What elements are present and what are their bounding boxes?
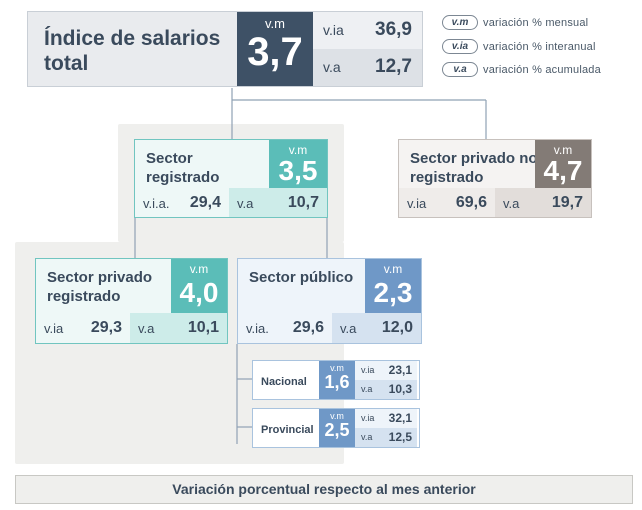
sector-registrado-box: Sector registrado v.m 3,5 v.i.a. 29,4 v.…	[134, 139, 328, 218]
sector-registrado-va-cell: v.a 10,7	[229, 188, 327, 217]
va-value: 12,5	[388, 430, 412, 444]
via-label: v.ia	[44, 321, 64, 336]
nacional-title: Nacional	[261, 376, 307, 388]
va-label: v.a	[138, 321, 155, 336]
sector-no-registrado-vm-cell: v.m 4,7	[535, 140, 591, 188]
via-label: v.ia.	[246, 321, 269, 336]
legend-abbr: v.a	[442, 62, 478, 77]
provincial-title: Provincial	[261, 424, 314, 436]
legend-item-va: v.a variación % acumulada	[442, 62, 642, 78]
legend-item-vm: v.m variación % mensual	[442, 15, 642, 31]
sector-publico-va-cell: v.a 12,0	[332, 313, 421, 343]
total-via-label: v.ia	[323, 22, 344, 38]
sector-publico-via-cell: v.ia. 29,6	[238, 313, 332, 343]
via-label: v.i.a.	[143, 196, 170, 211]
sector-registrado-title: Sector registrado	[146, 150, 220, 186]
va-value: 12,0	[381, 319, 413, 336]
via-value: 32,1	[388, 411, 412, 425]
sector-no-registrado-va-cell: v.a 19,7	[495, 188, 591, 217]
legend-abbr: v.m	[442, 15, 478, 30]
provincial-vm-cell: v.m 2,5	[319, 409, 355, 447]
total-vm-value: 3,7	[247, 30, 303, 74]
vm-label: v.m	[330, 411, 344, 421]
total-index-box: Índice de salarios total v.m 3,7 v.ia 36…	[27, 11, 423, 87]
sector-publico-vm-cell: v.m 2,3	[365, 259, 421, 313]
sector-registrado-via-cell: v.i.a. 29,4	[135, 188, 229, 217]
vm-value: 3,5	[278, 155, 318, 186]
nacional-va-cell: v.a 10,3	[355, 380, 417, 399]
via-label: v.ia	[407, 196, 427, 211]
vm-label: v.m	[189, 262, 209, 276]
total-va-label: v.a	[323, 59, 341, 75]
via-value: 23,1	[388, 363, 412, 377]
va-label: v.a	[361, 432, 373, 442]
total-vm-label: v.m	[265, 16, 285, 31]
vm-value: 4,7	[543, 155, 583, 186]
sector-privado-registrado-va-cell: v.a 10,1	[130, 313, 227, 343]
legend-item-via: v.ia variación % interanual	[442, 39, 642, 55]
via-value: 29,3	[90, 319, 122, 336]
sector-no-registrado-via-cell: v.ia 69,6	[399, 188, 495, 217]
nacional-vm-cell: v.m 1,6	[319, 361, 355, 399]
legend-text: variación % interanual	[483, 40, 596, 53]
sector-publico-box: Sector público v.m 2,3 v.ia. 29,6 v.a 12…	[237, 258, 422, 344]
sector-privado-registrado-box: Sector privado registrado v.m 4,0 v.ia 2…	[35, 258, 228, 344]
sector-privado-registrado-vm-cell: v.m 4,0	[171, 259, 227, 313]
footer-note: Variación porcentual respecto al mes ant…	[15, 475, 633, 504]
provincial-via-cell: v.ia 32,1	[355, 409, 417, 428]
provincial-va-cell: v.a 12,5	[355, 428, 417, 447]
nacional-box: Nacional v.m 1,6 v.ia 23,1 v.a 10,3	[252, 360, 420, 400]
va-label: v.a	[503, 196, 520, 211]
va-value: 19,7	[551, 194, 583, 211]
total-via-value: 36,9	[375, 19, 412, 40]
va-label: v.a	[361, 384, 373, 394]
total-index-title: Índice de salarios total	[44, 27, 221, 75]
vm-label: v.m	[288, 143, 308, 157]
legend-text: variación % mensual	[483, 16, 589, 29]
total-va-cell: v.a 12,7	[313, 49, 422, 86]
va-label: v.a	[340, 321, 357, 336]
vm-value: 2,3	[373, 277, 413, 308]
total-vm-cell: v.m 3,7	[237, 12, 313, 86]
sector-no-registrado-box: Sector privado no registrado v.m 4,7 v.i…	[398, 139, 592, 218]
va-value: 10,7	[287, 194, 319, 211]
vm-label: v.m	[553, 143, 573, 157]
via-label: v.ia	[361, 413, 375, 423]
sector-privado-registrado-title: Sector privado registrado	[47, 269, 153, 305]
va-value: 10,1	[187, 319, 219, 336]
vm-value: 4,0	[179, 277, 219, 308]
vm-label: v.m	[330, 363, 344, 373]
nacional-via-cell: v.ia 23,1	[355, 361, 417, 380]
vm-value: 2,5	[324, 420, 350, 440]
via-value: 29,6	[292, 319, 324, 336]
provincial-box: Provincial v.m 2,5 v.ia 32,1 v.a 12,5	[252, 408, 420, 448]
va-label: v.a	[237, 196, 254, 211]
sector-privado-registrado-via-cell: v.ia 29,3	[36, 313, 130, 343]
total-va-value: 12,7	[375, 56, 412, 77]
vm-value: 1,6	[324, 372, 350, 392]
sector-publico-title: Sector público	[249, 269, 354, 286]
via-label: v.ia	[361, 365, 375, 375]
via-value: 69,6	[455, 194, 487, 211]
va-value: 10,3	[388, 382, 412, 396]
sector-registrado-vm-cell: v.m 3,5	[269, 140, 327, 188]
legend-text: variación % acumulada	[483, 63, 601, 76]
vm-label: v.m	[383, 262, 403, 276]
legend-abbr: v.ia	[442, 39, 478, 54]
sector-no-registrado-title: Sector privado no registrado	[410, 150, 538, 186]
total-via-cell: v.ia 36,9	[313, 12, 422, 49]
via-value: 29,4	[189, 194, 221, 211]
